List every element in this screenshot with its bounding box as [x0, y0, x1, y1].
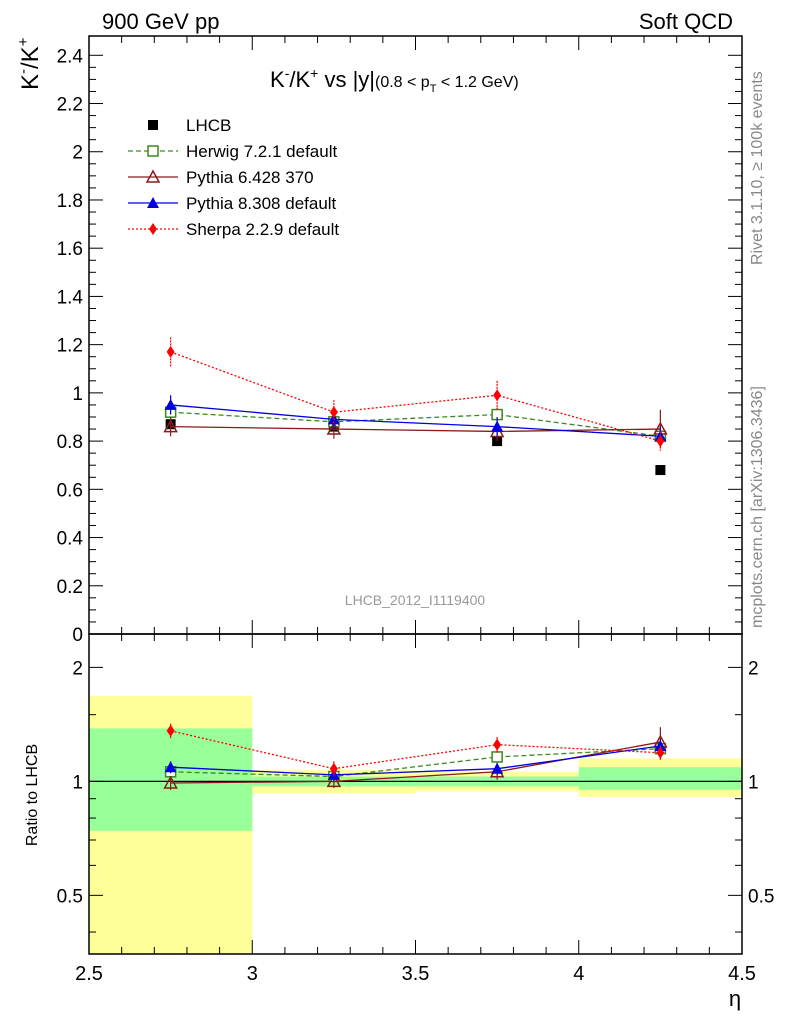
- header-right-label: Soft QCD: [639, 9, 733, 34]
- main-y-axis: 0 0.2 0.4 0.6 0.8 1 1.2 1.4 1.6 1.8 2 2.2 2.4: [57, 46, 742, 646]
- main-y-tick-label: 1.6: [57, 239, 83, 260]
- main-series-line: [170, 411, 661, 437]
- ratio-series-layer: [163, 723, 668, 790]
- legend-marker: [145, 169, 161, 183]
- main-data-point: [656, 435, 665, 448]
- ratio-data-point: [164, 761, 177, 773]
- legend-entry-label: Pythia 8.308 default: [186, 194, 337, 213]
- ratio-data-point: [326, 773, 342, 788]
- main-y-tick-label: 1.4: [57, 287, 84, 308]
- main-y-tick-label: 0.4: [57, 529, 84, 550]
- ratio-data-point: [491, 751, 503, 763]
- main-data-point: [491, 420, 504, 432]
- ratio-data-point: [329, 762, 338, 775]
- ratio-data-point: [654, 739, 667, 751]
- main-data-point: [164, 398, 177, 410]
- ratio-x-axis: 2.5 3 3.5 4 4.5: [75, 634, 756, 985]
- ratio-y-tick-label-right: 1: [748, 772, 759, 793]
- x-tick-label: 4.5: [728, 963, 756, 985]
- ratio-series-line: [170, 748, 661, 778]
- legend-marker: [149, 223, 157, 235]
- main-y-tick-label: 2: [72, 143, 83, 164]
- main-x-axis: [88, 36, 743, 634]
- legend-marker: [147, 197, 159, 208]
- legend-entry-label: LHCB: [186, 116, 231, 135]
- main-data-point: [329, 406, 338, 419]
- main-data-point: [326, 421, 342, 435]
- ratio-y-tick-label: 1: [72, 772, 83, 793]
- legend-entry-label: Sherpa 2.2.9 default: [186, 220, 339, 239]
- main-data-point: [493, 389, 502, 402]
- ratio-data-point: [491, 762, 504, 774]
- ratio-band-layer: [89, 696, 742, 954]
- main-y-tick-label: 0: [72, 625, 83, 646]
- ratio-data-point: [163, 775, 178, 789]
- ratio-y-tick-label-right: 0.5: [748, 886, 774, 907]
- analysis-label: LHCB_2012_I1119400: [345, 592, 486, 608]
- main-y-tick-label: 0.8: [57, 432, 83, 453]
- source-label: mcplots.cern.ch [arXiv:1306.3436]: [749, 386, 766, 628]
- x-tick-label: 2.5: [75, 963, 103, 985]
- main-data-point: [163, 419, 178, 433]
- ratio-y-tick-label-right: 2: [748, 658, 759, 679]
- x-tick-label: 3: [247, 963, 258, 985]
- ratio-y-tick-label: 0.5: [57, 886, 83, 907]
- main-series-line: [170, 351, 661, 442]
- x-tick-label: 3.5: [402, 963, 430, 985]
- rivet-label: Rivet 3.1.10, ≥ 100k events: [749, 71, 766, 265]
- legend: LHCB Herwig 7.2.1 default Pythia 6.428 370…: [128, 116, 339, 239]
- ratio-data-point: [166, 724, 175, 737]
- main-data-point: [166, 345, 175, 358]
- main-series: [166, 337, 665, 451]
- x-axis-label: η: [729, 986, 741, 1011]
- main-y-tick-label: 2.4: [57, 46, 84, 67]
- x-tick-label: 4: [573, 963, 584, 985]
- main-y-tick-label: 0.2: [57, 577, 83, 598]
- main-series-line: [170, 425, 661, 433]
- main-series-layer: [163, 337, 668, 476]
- legend-entry-label: Herwig 7.2.1 default: [186, 142, 337, 161]
- ratio-data-point: [656, 746, 665, 759]
- legend-entry-label: Pythia 6.428 370: [186, 168, 314, 187]
- ratio-series: [166, 723, 665, 777]
- main-y-label: K-/K+: [15, 37, 44, 90]
- main-series: [163, 409, 668, 449]
- legend-marker: [147, 145, 159, 157]
- ratio-y-label: Ratio to LHCB: [24, 744, 41, 846]
- main-y-tick-label: 1: [72, 384, 83, 405]
- header-left-label: 900 GeV pp: [102, 9, 219, 34]
- ratio-series-line: [170, 745, 661, 776]
- main-series-line: [170, 404, 661, 437]
- ratio-data-point: [493, 738, 502, 751]
- main-series: [164, 395, 667, 446]
- ratio-y-axis: 0.5 0.5 1 1 2 2: [57, 658, 774, 933]
- ratio-band-inner: [578, 767, 742, 790]
- main-title: K-/K+ vs |y|(0.8 < pT < 1.2 GeV): [270, 65, 519, 95]
- main-y-tick-label: 0.6: [57, 480, 83, 501]
- ratio-y-tick-label: 2: [72, 658, 83, 679]
- main-data-point: [655, 465, 666, 476]
- legend-marker: [148, 120, 158, 130]
- main-y-tick-label: 1.8: [57, 191, 83, 212]
- main-y-tick-label: 1.2: [57, 336, 83, 357]
- main-y-tick-label: 2.2: [57, 95, 83, 116]
